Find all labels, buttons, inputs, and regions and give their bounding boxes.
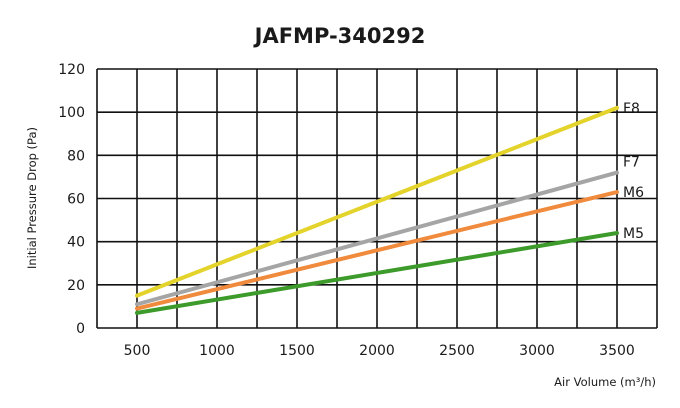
y-tick-label: 80 — [67, 148, 85, 164]
x-tick-label: 500 — [124, 343, 151, 359]
x-tick-label: 3000 — [519, 343, 555, 359]
grid — [96, 68, 658, 329]
y-axis-label: Initial Pressure Drop (Pa) — [25, 127, 39, 269]
y-tick-label: 60 — [67, 192, 85, 208]
x-tick-label: 3500 — [599, 343, 635, 359]
x-tick-label: 1500 — [279, 343, 315, 359]
y-tick-label: 100 — [58, 105, 85, 121]
y-axis-ticks: 0 20 40 60 80 100 120 — [58, 62, 85, 337]
chart-title: JAFMP-340292 — [253, 24, 426, 48]
y-tick-label: 20 — [67, 278, 85, 294]
x-tick-label: 2000 — [359, 343, 395, 359]
series-label-f7: F7 — [623, 155, 640, 171]
y-tick-label: 0 — [76, 321, 85, 337]
series-labels: F8 F7 M6 M5 — [623, 101, 644, 242]
x-tick-label: 1000 — [199, 343, 235, 359]
series-line-f8 — [135, 105, 619, 298]
x-axis-ticks: 500 1000 1500 2000 2500 3000 3500 — [124, 343, 635, 359]
y-tick-label: 120 — [58, 62, 85, 78]
x-tick-label: 2500 — [439, 343, 475, 359]
x-axis-label: Air Volume (m³/h) — [554, 375, 656, 389]
y-tick-label: 40 — [67, 235, 85, 251]
series-label-f8: F8 — [623, 101, 640, 117]
series-lines — [135, 105, 619, 315]
series-line-m5 — [135, 231, 619, 315]
series-label-m6: M6 — [623, 185, 644, 201]
series-line-m6 — [135, 190, 619, 311]
series-label-m5: M5 — [623, 226, 644, 242]
series-line-f7 — [135, 170, 619, 307]
